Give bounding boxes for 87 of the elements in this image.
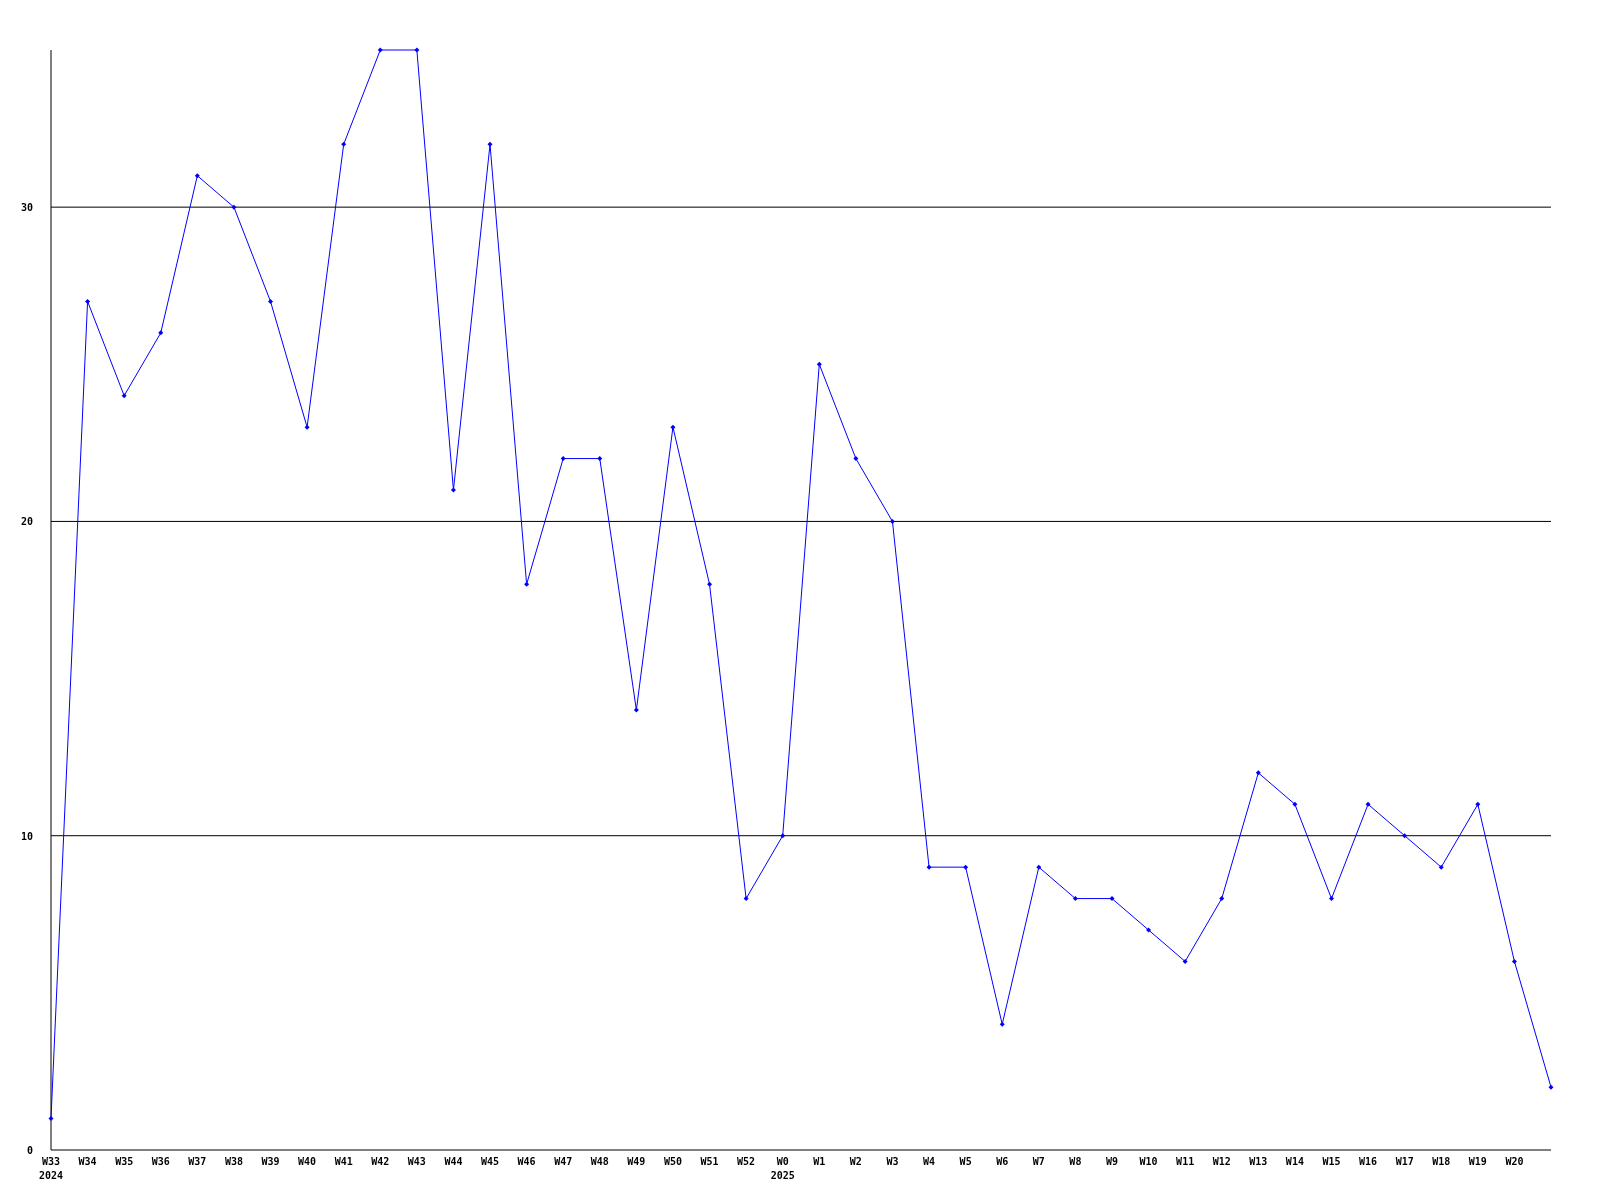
point — [341, 141, 347, 147]
x-tick-label: W38 — [224, 1156, 243, 1167]
x-tick-label: W3 — [886, 1156, 899, 1167]
point — [780, 833, 786, 839]
x-tick-label: W0 2025 — [770, 1156, 795, 1181]
point — [816, 361, 822, 367]
x-tick-label: W16 — [1359, 1156, 1378, 1167]
point — [377, 47, 383, 53]
y-tick-label: 10 — [20, 830, 33, 842]
x-tick-label: W14 — [1285, 1156, 1304, 1167]
point — [487, 141, 493, 147]
x-tick-label: W11 — [1176, 1156, 1195, 1167]
x-tick-label: W41 — [334, 1156, 353, 1167]
point — [85, 298, 91, 304]
point — [304, 424, 310, 430]
x-tick-label: W17 — [1395, 1156, 1414, 1167]
y-tick-label: 0 — [26, 1145, 33, 1156]
point — [670, 424, 676, 430]
x-tick-label: W49 — [627, 1156, 646, 1167]
x-tick-label: W51 — [700, 1156, 719, 1167]
point — [1146, 927, 1152, 933]
x-tick-label: W36 — [151, 1156, 170, 1167]
x-tick-label: W8 — [1069, 1156, 1082, 1167]
point — [1475, 801, 1481, 807]
point — [1219, 896, 1225, 902]
x-tick-label: W43 — [407, 1156, 426, 1167]
point — [1548, 1084, 1554, 1090]
point — [1072, 896, 1078, 902]
x-tick-label: W9 — [1105, 1156, 1118, 1167]
point — [889, 518, 895, 524]
x-tick-label: W46 — [517, 1156, 536, 1167]
point — [1438, 864, 1444, 870]
point — [414, 47, 420, 53]
x-tick-label: W48 — [590, 1156, 609, 1167]
x-tick-label: W39 — [261, 1156, 280, 1167]
point — [633, 707, 639, 713]
point — [1255, 770, 1261, 776]
point — [1182, 958, 1188, 964]
point — [1328, 896, 1334, 902]
x-tick-label: W15 — [1322, 1156, 1341, 1167]
point — [194, 173, 200, 179]
point — [926, 864, 932, 870]
point — [853, 456, 859, 462]
point — [450, 487, 456, 493]
x-tick-label: W50 — [663, 1156, 682, 1167]
point — [268, 298, 274, 304]
point — [48, 1116, 54, 1122]
point — [743, 896, 749, 902]
point — [524, 581, 530, 587]
x-tick-label: W37 — [188, 1156, 207, 1167]
point — [560, 456, 566, 462]
x-tick-label: W1 — [813, 1156, 826, 1167]
point — [1402, 833, 1408, 839]
point — [231, 204, 237, 210]
x-tick-label: W18 — [1432, 1156, 1451, 1167]
x-tick-label: W10 — [1139, 1156, 1158, 1167]
x-tick-label: W6 — [996, 1156, 1009, 1167]
x-tick-label: W52 — [737, 1156, 756, 1167]
point — [1109, 896, 1115, 902]
x-tick-label: W7 — [1032, 1156, 1045, 1167]
point — [963, 864, 969, 870]
x-tick-label: W20 — [1505, 1156, 1524, 1167]
x-tick-label: W2 — [849, 1156, 862, 1167]
x-tick-label: W13 — [1249, 1156, 1268, 1167]
x-tick-label: W44 — [444, 1156, 463, 1167]
x-tick-label: W4 — [923, 1156, 936, 1167]
point — [597, 456, 603, 462]
point — [1036, 864, 1042, 870]
x-tick-label: W35 — [115, 1156, 134, 1167]
x-tick-label: W5 — [959, 1156, 972, 1167]
point — [1511, 958, 1517, 964]
point — [999, 1021, 1005, 1027]
point — [1292, 801, 1298, 807]
x-tick-label: W45 — [480, 1156, 500, 1167]
point — [707, 581, 713, 587]
x-tick-label: W47 — [554, 1156, 573, 1167]
x-tick-label: W42 — [371, 1156, 390, 1167]
y-tick-label: 30 — [20, 202, 33, 214]
y-tick-label: 20 — [20, 516, 33, 528]
x-tick-label: W34 — [78, 1156, 97, 1167]
point — [121, 393, 127, 399]
x-tick-label: W12 — [1212, 1156, 1231, 1167]
x-tick-label: W19 — [1468, 1156, 1487, 1167]
x-tick-label: W40 — [298, 1156, 317, 1167]
point — [158, 330, 164, 336]
point — [1365, 801, 1371, 807]
x-tick-label: W33 2024 — [38, 1156, 64, 1181]
